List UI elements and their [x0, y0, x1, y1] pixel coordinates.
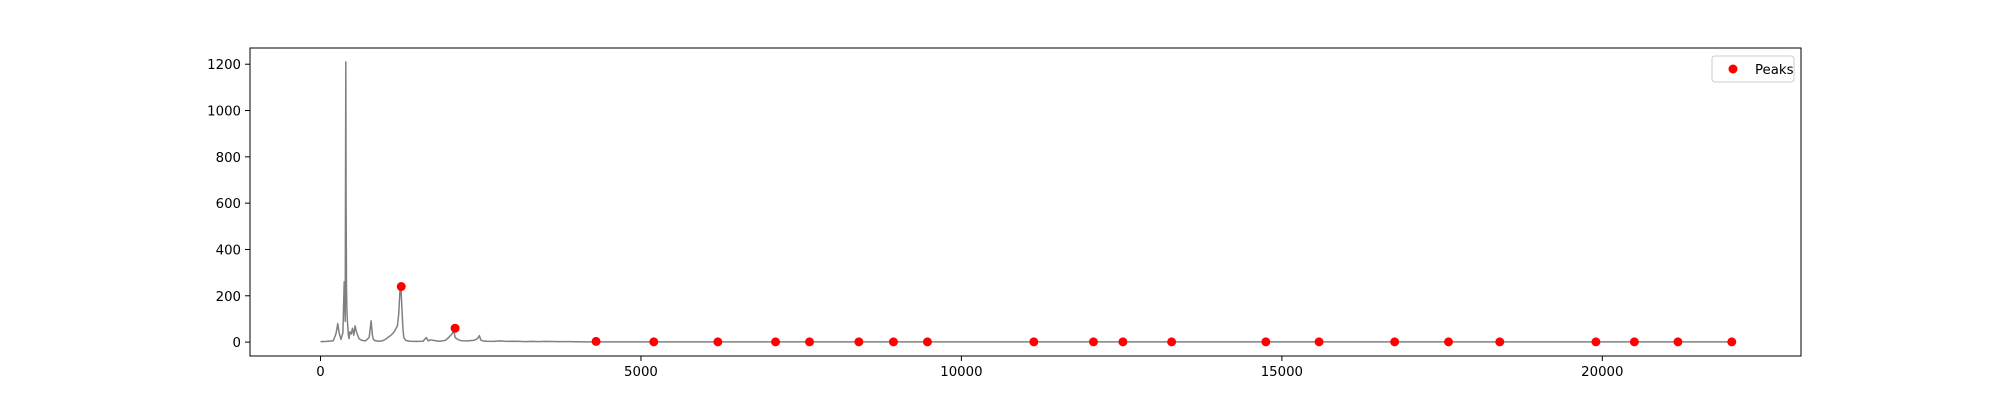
legend-label-peaks: Peaks: [1755, 63, 1794, 78]
peak-marker: [713, 337, 723, 347]
x-tick-label: 0: [316, 365, 324, 380]
peak-marker: [649, 337, 659, 347]
peak-marker: [805, 337, 815, 347]
peak-marker: [1029, 337, 1039, 347]
x-tick-label: 5000: [624, 365, 658, 380]
peak-marker: [1261, 337, 1271, 347]
peak-marker: [1390, 337, 1400, 347]
peak-marker: [771, 337, 781, 347]
peak-marker: [1495, 337, 1505, 347]
peak-marker: [1314, 337, 1324, 347]
peak-marker: [1673, 337, 1683, 347]
peak-marker: [1088, 337, 1098, 347]
peak-marker: [1118, 337, 1128, 347]
y-tick-label: 400: [216, 243, 241, 258]
y-tick-label: 0: [233, 336, 241, 351]
peak-marker: [591, 336, 601, 346]
peak-marker: [396, 282, 406, 292]
y-tick-label: 1000: [207, 105, 241, 120]
signal-line: [320, 61, 1731, 343]
peak-marker: [888, 337, 898, 347]
y-tick-label: 800: [216, 151, 241, 166]
y-axis: 0 200 400 600 800 1000 1200: [207, 58, 250, 351]
peak-marker: [854, 337, 864, 347]
x-tick-label: 15000: [1261, 365, 1303, 380]
peak-marker: [450, 323, 460, 333]
peak-marker: [1629, 337, 1639, 347]
peak-marker: [1591, 337, 1601, 347]
plot-frame: [249, 47, 1802, 357]
peak-marker: [922, 337, 932, 347]
x-tick-label: 20000: [1581, 365, 1623, 380]
peak-marker: [1167, 337, 1177, 347]
legend-box: [1711, 55, 1795, 83]
peak-marker: [1444, 337, 1453, 347]
y-tick-label: 200: [216, 290, 241, 305]
legend: Peaks: [1711, 55, 1795, 83]
y-tick-label: 600: [216, 197, 241, 212]
y-tick-label: 1200: [207, 58, 241, 73]
peak-marker: [1727, 337, 1737, 347]
legend-marker-peaks: [1728, 64, 1738, 74]
x-tick-label: 10000: [940, 365, 982, 380]
x-axis: 0 5000 10000 15000 20000: [316, 356, 1623, 380]
series-layer: [320, 61, 1737, 347]
